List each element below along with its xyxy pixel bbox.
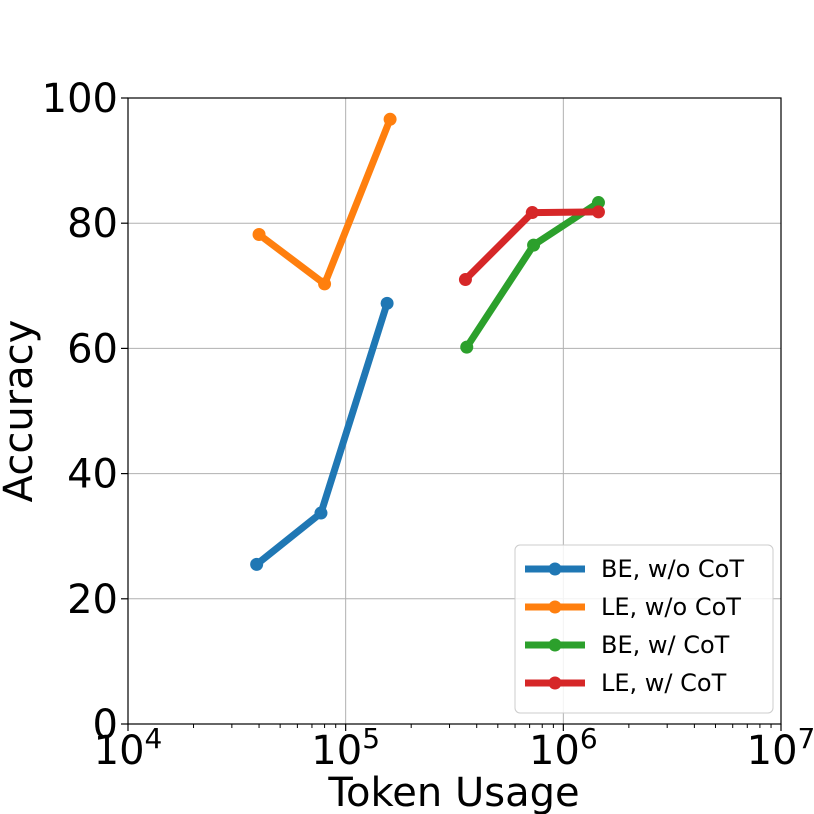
- series-line: [463, 199, 601, 350]
- y-tick-label: 80: [67, 201, 118, 247]
- y-tick-label: 60: [67, 326, 118, 372]
- x-tick-label: 107: [747, 722, 814, 774]
- plot-frame: [127, 97, 782, 725]
- data-point: [380, 296, 394, 310]
- legend-marker: [548, 676, 562, 690]
- legend-label: BE, w/ CoT: [601, 631, 730, 659]
- series-group: [460, 196, 605, 354]
- data-point: [525, 206, 539, 220]
- legend-marker: [548, 600, 562, 614]
- series-group: [250, 296, 394, 571]
- axis-ticks: 104 105 106 107 0 20 40 60 80 100: [42, 76, 814, 774]
- data-point: [460, 340, 474, 354]
- data-point: [250, 557, 264, 571]
- x-axis-label: Token Usage: [327, 770, 579, 814]
- data-point: [318, 277, 332, 291]
- data-point: [591, 196, 605, 210]
- x-tick-label: 106: [529, 722, 598, 774]
- series-group: [252, 112, 397, 291]
- data-point: [383, 112, 397, 126]
- legend-label: LE, w/o CoT: [601, 593, 741, 621]
- data-point: [591, 205, 605, 219]
- legend: BE, w/o CoT LE, w/o CoT BE, w/ CoT LE, w/ C…: [514, 544, 774, 714]
- legend-marker: [548, 562, 562, 576]
- legend-marker: [548, 638, 562, 652]
- series-group: [458, 205, 605, 287]
- y-tick-label: 20: [67, 577, 118, 623]
- legend-label: LE, w/ CoT: [601, 669, 727, 697]
- series-line: [254, 302, 391, 568]
- series-lines: [250, 112, 605, 571]
- data-point: [252, 227, 266, 241]
- data-point: [314, 506, 328, 520]
- y-tick-label: 100: [42, 76, 118, 122]
- legend-label: BE, w/o CoT: [601, 555, 744, 583]
- x-tick-label: 105: [311, 722, 380, 774]
- minor-ticks: [193, 724, 772, 728]
- series-line: [256, 118, 394, 288]
- x-tick-label: 104: [94, 722, 163, 774]
- data-point: [527, 238, 541, 252]
- y-tick-label: 40: [67, 452, 118, 498]
- y-tick-label: 0: [93, 702, 118, 748]
- legend-box: [514, 544, 774, 714]
- y-axis-label: Accuracy: [0, 320, 42, 503]
- data-point: [458, 273, 472, 287]
